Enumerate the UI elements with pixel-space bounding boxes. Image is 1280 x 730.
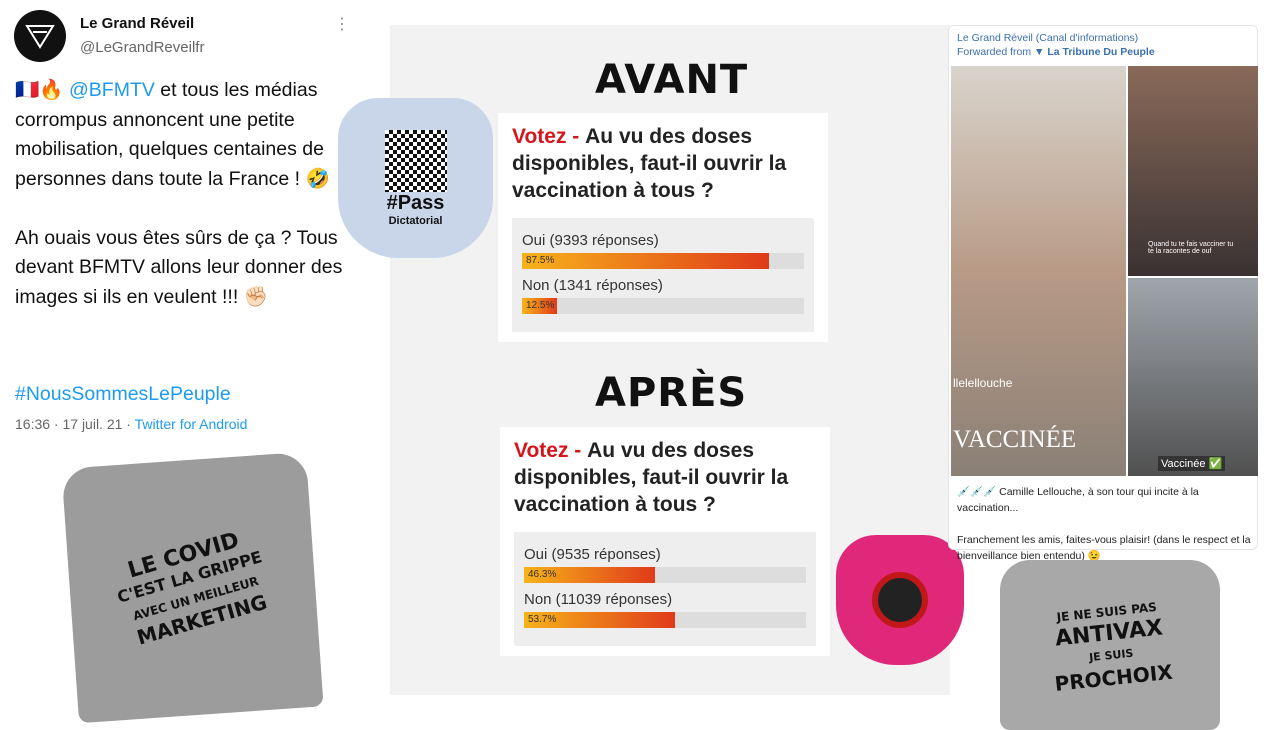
bib-image-pass-dictatorial: #Pass Dictatorial — [338, 98, 493, 258]
poll-option-label: Non (11039 réponses) — [524, 591, 673, 608]
poll-bar: 12.5% — [522, 298, 804, 314]
caption-line-1: 💉💉💉 Camille Lellouche, à son tour qui in… — [957, 486, 1199, 514]
photo-overlay: Quand tu te fais vacciner tu te la racon… — [1148, 241, 1234, 255]
qr-code-icon — [384, 129, 447, 192]
poll-question: Au vu des doses disponibles, faut-il ouv… — [512, 125, 787, 202]
bib-text: Dictatorial — [388, 214, 443, 227]
poll-option-label: Oui (9393 réponses) — [522, 232, 659, 249]
triangle-logo-icon — [25, 25, 55, 49]
poll-bar-fill — [524, 612, 676, 628]
avatar[interactable] — [14, 10, 66, 62]
post-caption: 💉💉💉 Camille Lellouche, à son tour qui in… — [957, 484, 1253, 564]
before-heading: AVANT — [595, 57, 749, 103]
forwarded-from: Forwarded from ▼ La Tribune Du Peuple — [957, 46, 1155, 58]
poll-bar-fill — [522, 298, 558, 314]
poll-bar: 46.3% — [524, 567, 806, 583]
hashtag-link[interactable]: #NousSommesLePeuple — [15, 383, 231, 405]
tweet-text-2: Ah ouais vous êtes sûrs de ça ? Tous dev… — [15, 226, 343, 308]
votez-label: Votez - — [512, 125, 586, 148]
channel-name[interactable]: Le Grand Réveil (Canal d'informations) — [957, 32, 1139, 44]
tweet-time: 16:36 · 17 juil. 21 · — [15, 416, 135, 432]
photo-overlay: VACCINÉE — [953, 426, 1077, 453]
poll-bar: 53.7% — [524, 612, 806, 628]
poll-bar-fill — [522, 253, 769, 269]
more-options-icon[interactable]: ⋮ — [334, 16, 350, 33]
sweater-image-prochoix: JE NE SUIS PAS ANTIVAX JE SUIS PROCHOIX — [1000, 560, 1220, 730]
bib-image-no-pass — [836, 535, 964, 665]
tweet-meta: 16:36 · 17 juil. 21 · Twitter for Androi… — [15, 416, 247, 432]
poll-after: Votez - Au vu des doses disponibles, fau… — [500, 427, 830, 656]
tweet-text: 🇫🇷🔥 @BFMTV et tous les médias corrompus … — [15, 76, 355, 312]
poll-option-label: Non (1341 réponses) — [522, 277, 663, 294]
tweet-author-handle[interactable]: @LeGrandReveilfr — [80, 39, 205, 56]
poll-pct: 87.5% — [526, 255, 555, 266]
poll-option-label: Oui (9535 réponses) — [524, 546, 661, 563]
poll-question: Au vu des doses disponibles, faut-il ouv… — [514, 439, 789, 516]
poll-bar: 87.5% — [522, 253, 804, 269]
caption-line-2: Franchement les amis, faites-vous plaisi… — [957, 534, 1251, 562]
tweet-source-link[interactable]: Twitter for Android — [134, 416, 248, 432]
votez-label: Votez - — [514, 439, 588, 462]
telegram-post: Le Grand Réveil (Canal d'informations) F… — [948, 25, 1258, 562]
tweet-text-1: et tous les médias corrompus annoncent u… — [15, 79, 330, 190]
photo-overlay: llelellouche — [953, 376, 1013, 390]
poll-pct: 53.7% — [528, 614, 557, 625]
forwarded-source-link[interactable]: ▼ La Tribune Du Peuple — [1034, 46, 1155, 58]
after-heading: APRÈS — [595, 370, 748, 416]
tweet-emoji: 🇫🇷🔥 — [15, 79, 69, 101]
tshirt-image-covid: LE COVID C'EST LA GRIPPE AVEC UN MEILLEU… — [61, 451, 324, 724]
photo-2[interactable]: Quand tu te fais vacciner tu te la racon… — [1128, 66, 1258, 276]
poll-collage: AVANT Votez - Au vu des doses disponible… — [390, 25, 950, 695]
photo-1[interactable]: llelellouche VACCINÉE — [951, 66, 1126, 476]
poll-pct: 46.3% — [528, 569, 557, 580]
poll-bar-fill — [524, 567, 655, 583]
poll-pct: 12.5% — [526, 300, 555, 311]
tweet-author-name[interactable]: Le Grand Réveil — [80, 15, 195, 32]
photo-3[interactable]: Vaccinée ✅ — [1128, 278, 1258, 476]
photo-overlay: Vaccinée ✅ — [1158, 456, 1226, 471]
mention-link[interactable]: @BFMTV — [68, 79, 155, 101]
forwarded-prefix: Forwarded from — [957, 46, 1035, 58]
bib-text: #Pass — [386, 191, 445, 214]
prohibited-icon — [872, 572, 928, 628]
poll-before: Votez - Au vu des doses disponibles, fau… — [498, 113, 828, 342]
